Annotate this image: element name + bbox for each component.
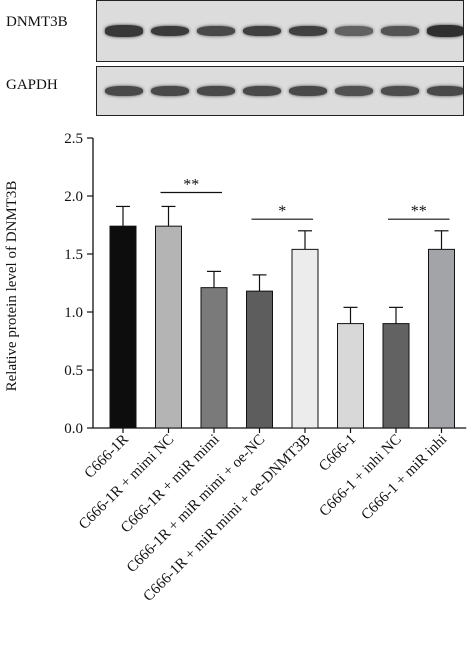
bar bbox=[337, 323, 364, 429]
y-tick-label: 1.5 bbox=[64, 247, 83, 263]
y-tick-label: 0.5 bbox=[64, 363, 83, 379]
gapdh-band-8 bbox=[427, 85, 463, 97]
bar bbox=[382, 323, 410, 429]
gapdh-band-7 bbox=[381, 85, 419, 97]
y-tick-label: 2.5 bbox=[64, 131, 83, 147]
bar bbox=[109, 225, 137, 429]
x-tick-label: C666-1R + miR mimi + oe-DNMT3B bbox=[141, 432, 314, 605]
x-tick-label: C666-1 + inhi NC bbox=[317, 432, 405, 520]
gapdh-band-1 bbox=[105, 85, 143, 97]
dnmt3b-band-6 bbox=[335, 26, 373, 36]
gapdh-band-2 bbox=[151, 85, 189, 97]
dnmt3b-band-5 bbox=[289, 25, 327, 37]
y-tick-label: 0.0 bbox=[64, 421, 83, 437]
bar bbox=[246, 290, 273, 429]
significance-label: ** bbox=[183, 177, 199, 194]
bars bbox=[109, 205, 455, 433]
x-tick-label: C666-1 + miR inhi bbox=[358, 432, 450, 524]
gapdh-band-6 bbox=[335, 85, 373, 97]
dnmt3b-band-2 bbox=[151, 25, 189, 37]
dnmt3b-band-4 bbox=[243, 25, 281, 37]
y-ticks: 0.0 0.5 1.0 1.5 2.0 2.5 bbox=[64, 131, 93, 437]
dnmt3b-band-1 bbox=[105, 25, 143, 37]
gapdh-blot-label: GAPDH bbox=[6, 77, 58, 93]
gapdh-band-4 bbox=[243, 85, 281, 97]
bar bbox=[200, 287, 228, 429]
dnmt3b-blot-label: DNMT3B bbox=[6, 14, 68, 30]
bar bbox=[428, 248, 455, 429]
x-tick-label: C666-1 bbox=[316, 432, 359, 475]
gapdh-band-3 bbox=[197, 85, 235, 97]
dnmt3b-band-8 bbox=[427, 25, 463, 37]
dnmt3b-band-7 bbox=[381, 25, 419, 37]
gapdh-blot-panel bbox=[96, 66, 464, 116]
dnmt3b-band-3 bbox=[197, 25, 235, 37]
y-axis-label: Relative protein level of DNMT3B bbox=[4, 181, 20, 392]
significance-markers: *** ** bbox=[160, 177, 450, 220]
significance-label: ** bbox=[411, 203, 427, 220]
bar bbox=[155, 225, 182, 429]
bar bbox=[291, 248, 319, 429]
y-tick-label: 1.0 bbox=[64, 305, 83, 321]
gapdh-band-5 bbox=[289, 85, 327, 97]
dnmt3b-blot-panel bbox=[96, 0, 464, 62]
y-tick-label: 2.0 bbox=[64, 189, 83, 205]
significance-label: * bbox=[278, 203, 286, 220]
